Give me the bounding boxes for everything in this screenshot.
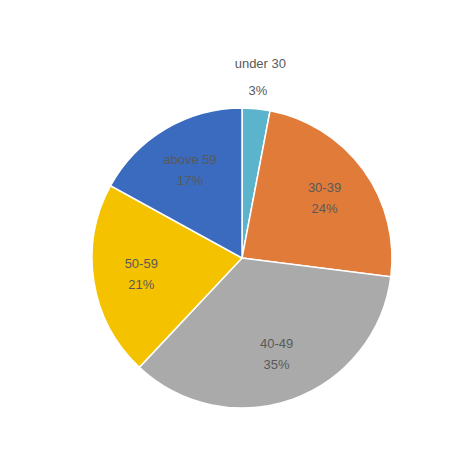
svg-text:17%: 17% — [177, 173, 203, 188]
svg-text:24%: 24% — [312, 201, 338, 216]
svg-text:40-49: 40-49 — [260, 336, 293, 351]
svg-text:21%: 21% — [128, 277, 154, 292]
svg-text:30-39: 30-39 — [308, 180, 341, 195]
svg-text:under 30: under 30 — [235, 56, 286, 71]
svg-text:above 59: above 59 — [163, 152, 217, 167]
svg-text:3%: 3% — [248, 83, 267, 98]
svg-text:50-59: 50-59 — [125, 256, 158, 271]
svg-text:35%: 35% — [264, 357, 290, 372]
